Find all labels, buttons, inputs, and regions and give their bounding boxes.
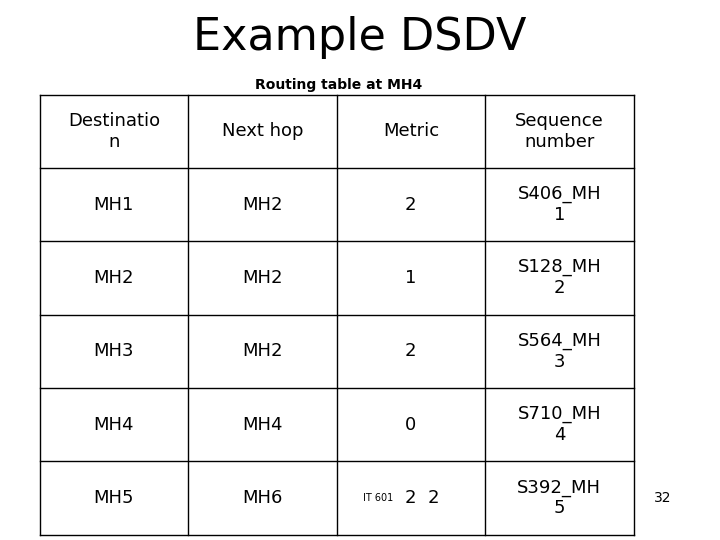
Text: Destinatio
n: Destinatio n	[68, 112, 160, 151]
Text: Metric: Metric	[383, 122, 439, 140]
Text: Routing table at MH4: Routing table at MH4	[255, 78, 422, 92]
Text: MH4: MH4	[94, 416, 134, 434]
Text: MH5: MH5	[94, 489, 134, 507]
Text: S406_MH
1: S406_MH 1	[518, 185, 601, 224]
Text: IT 601: IT 601	[363, 493, 393, 503]
Text: 0: 0	[405, 416, 416, 434]
Text: MH2: MH2	[94, 269, 134, 287]
Text: S128_MH
2: S128_MH 2	[518, 259, 601, 298]
Text: 32: 32	[654, 491, 671, 505]
Text: 2: 2	[405, 489, 417, 507]
Text: S710_MH
4: S710_MH 4	[518, 405, 601, 444]
Text: MH1: MH1	[94, 195, 134, 213]
Text: MH2: MH2	[242, 269, 283, 287]
Text: 2: 2	[428, 489, 439, 507]
Text: Example DSDV: Example DSDV	[193, 16, 527, 59]
Text: MH6: MH6	[242, 489, 282, 507]
Text: S392_MH
5: S392_MH 5	[518, 478, 601, 517]
Text: MH4: MH4	[242, 416, 283, 434]
Text: 2: 2	[405, 342, 417, 360]
Text: MH2: MH2	[242, 342, 283, 360]
Text: 1: 1	[405, 269, 417, 287]
Text: 2: 2	[405, 195, 417, 213]
Text: MH3: MH3	[94, 342, 134, 360]
Text: Sequence
number: Sequence number	[515, 112, 604, 151]
Text: MH2: MH2	[242, 195, 283, 213]
Text: Next hop: Next hop	[222, 122, 303, 140]
Text: S564_MH
3: S564_MH 3	[518, 332, 601, 370]
